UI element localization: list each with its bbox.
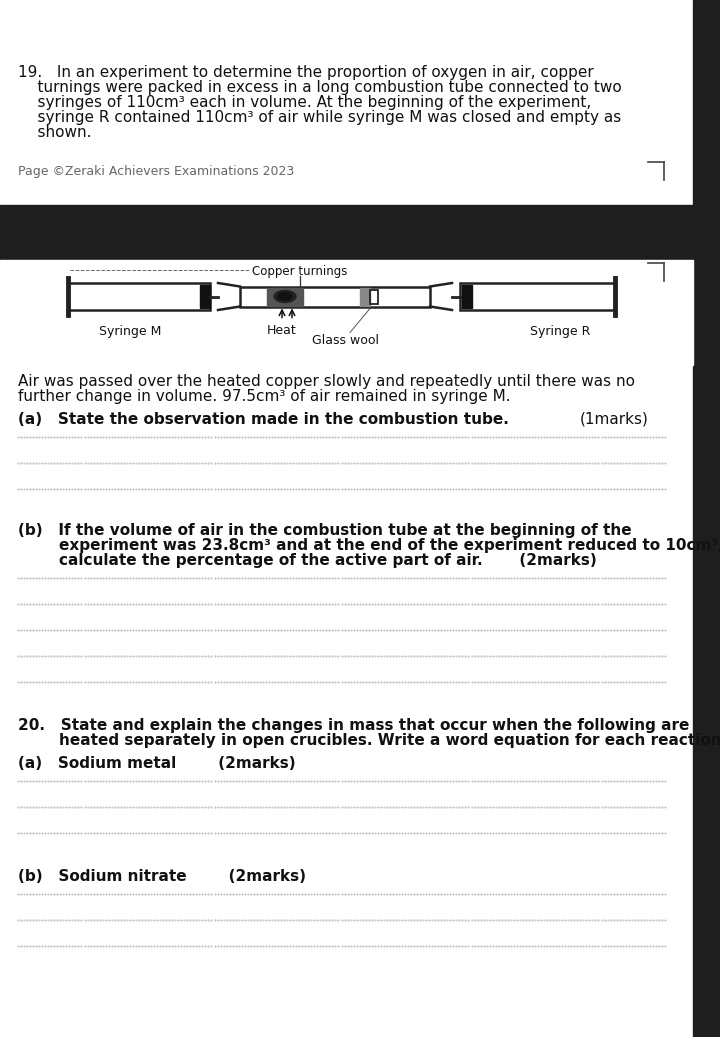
- Text: calculate the percentage of the active part of air.       (2marks): calculate the percentage of the active p…: [38, 553, 597, 568]
- Text: heated separately in open crucibles. Write a word equation for each reaction.: heated separately in open crucibles. Wri…: [38, 733, 720, 748]
- Text: (1marks): (1marks): [580, 412, 649, 427]
- Bar: [370, 289, 378, 304]
- Bar: [68, 283, 210, 310]
- Ellipse shape: [274, 290, 296, 303]
- Text: (a)   Sodium metal        (2marks): (a) Sodium metal (2marks): [18, 756, 296, 770]
- Bar: [267, 287, 303, 306]
- Text: syringe R contained 110cm³ of air while syringe M was closed and empty as: syringe R contained 110cm³ of air while …: [18, 110, 621, 125]
- Bar: [360, 287, 370, 306]
- Text: Syringe M: Syringe M: [99, 325, 161, 337]
- Bar: [693, 0, 720, 1037]
- Text: Air was passed over the heated copper slowly and repeatedly until there was no: Air was passed over the heated copper sl…: [18, 374, 635, 389]
- Text: Syringe R: Syringe R: [530, 325, 590, 337]
- Text: further change in volume. 97.5cm³ of air remained in syringe M.: further change in volume. 97.5cm³ of air…: [18, 389, 510, 404]
- Text: (b)   Sodium nitrate        (2marks): (b) Sodium nitrate (2marks): [18, 869, 306, 884]
- Text: syringes of 110cm³ each in volume. At the beginning of the experiment,: syringes of 110cm³ each in volume. At th…: [18, 95, 591, 110]
- Bar: [240, 286, 430, 307]
- Text: 20.   State and explain the changes in mass that occur when the following are: 20. State and explain the changes in mas…: [18, 718, 689, 733]
- Text: shown.: shown.: [18, 125, 91, 140]
- Text: Glass wool: Glass wool: [312, 335, 379, 347]
- Text: Heat: Heat: [267, 325, 297, 337]
- Ellipse shape: [278, 292, 292, 301]
- Text: Copper turnings: Copper turnings: [252, 265, 348, 278]
- Bar: [0, 260, 693, 365]
- Bar: [200, 285, 210, 308]
- Text: Page ©Zeraki Achievers Examinations 2023: Page ©Zeraki Achievers Examinations 2023: [18, 165, 294, 178]
- Text: turnings were packed in excess in a long combustion tube connected to two: turnings were packed in excess in a long…: [18, 80, 622, 95]
- Text: 19.   In an experiment to determine the proportion of oxygen in air, copper: 19. In an experiment to determine the pr…: [18, 65, 594, 80]
- Bar: [460, 283, 615, 310]
- Text: experiment was 23.8cm³ and at the end of the experiment reduced to 10cm³,: experiment was 23.8cm³ and at the end of…: [38, 538, 720, 553]
- Bar: [462, 285, 472, 308]
- Text: (a)   State the observation made in the combustion tube.: (a) State the observation made in the co…: [18, 412, 509, 427]
- Text: (b)   If the volume of air in the combustion tube at the beginning of the: (b) If the volume of air in the combusti…: [18, 523, 631, 538]
- Bar: [0, 205, 693, 260]
